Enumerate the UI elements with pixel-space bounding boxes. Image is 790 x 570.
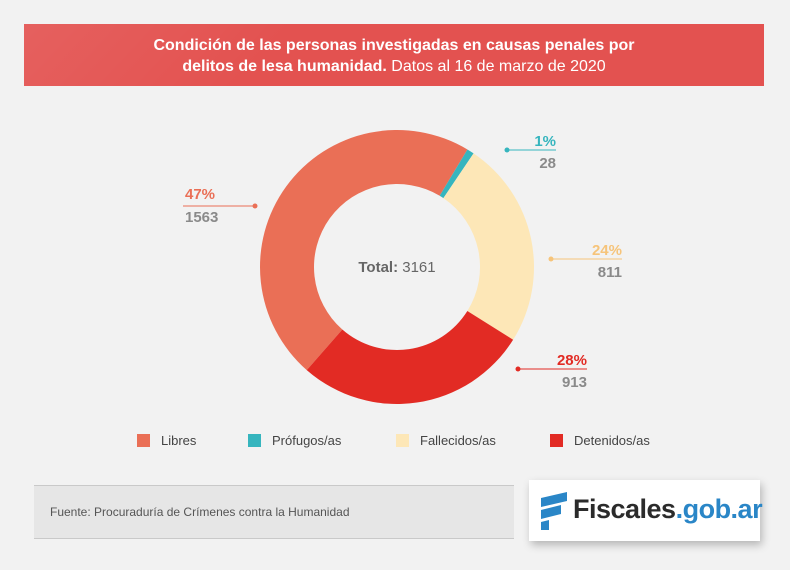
chart-title: Condición de las personas investigadas e… bbox=[24, 35, 764, 77]
value-label-detenidos: 913 bbox=[562, 374, 587, 391]
chart-legend: Libres Prófugos/as Fallecidos/as Detenid… bbox=[0, 433, 790, 453]
legend-item-detenidos: Detenidos/as bbox=[550, 433, 650, 448]
leader-dot-libres bbox=[252, 203, 258, 209]
source-text: Fuente: Procuraduría de Crímenes contra … bbox=[50, 505, 350, 519]
value-label-fallecidos: 811 bbox=[598, 264, 622, 281]
value-label-profugos: 28 bbox=[539, 155, 556, 172]
legend-swatch-profugos bbox=[248, 434, 261, 447]
legend-item-profugos: Prófugos/as bbox=[248, 433, 341, 448]
fiscales-logo: Fiscales.gob.ar bbox=[529, 480, 763, 541]
center-total-value: 3161 bbox=[402, 259, 435, 276]
legend-label-profugos: Prófugos/as bbox=[272, 433, 342, 448]
legend-swatch-detenidos bbox=[550, 434, 563, 447]
legend-item-libres: Libres bbox=[137, 433, 196, 448]
slice-fallecidos bbox=[443, 153, 534, 340]
center-total: Total: 3161 bbox=[358, 259, 435, 276]
fiscales-flag-icon bbox=[541, 492, 567, 530]
percent-label-detenidos: 28% bbox=[557, 352, 587, 369]
source-box: Fuente: Procuraduría de Crímenes contra … bbox=[34, 485, 514, 539]
leader-dot-detenidos bbox=[515, 366, 521, 372]
title-line1: Condición de las personas investigadas e… bbox=[153, 37, 635, 54]
legend-label-detenidos: Detenidos/as bbox=[574, 433, 650, 448]
legend-item-fallecidos: Fallecidos/as bbox=[396, 433, 496, 448]
legend-swatch-fallecidos bbox=[396, 434, 409, 447]
logo-text-gob-ar: .gob.ar bbox=[675, 494, 763, 524]
center-total-label: Total: bbox=[358, 259, 402, 276]
percent-label-profugos: 1% bbox=[534, 133, 556, 150]
leader-dot-profugos bbox=[504, 147, 510, 153]
legend-label-libres: Libres bbox=[161, 433, 197, 448]
donut-chart: Total: 3161 47% 1563 1% 28 24% 811 28% 913 bbox=[183, 129, 622, 405]
leader-dot-fallecidos bbox=[548, 256, 554, 262]
legend-swatch-libres bbox=[137, 434, 150, 447]
value-label-libres: 1563 bbox=[185, 209, 218, 226]
slice-libres bbox=[259, 129, 468, 371]
slice-profugos bbox=[439, 149, 474, 199]
legend-label-fallecidos: Fallecidos/as bbox=[420, 433, 496, 448]
logo-text-fiscales: Fiscales bbox=[573, 494, 676, 524]
percent-label-fallecidos: 24% bbox=[592, 242, 622, 259]
slice-detenidos bbox=[306, 311, 514, 405]
logo-wordmark: Fiscales.gob.ar bbox=[573, 494, 763, 525]
percent-label-libres: 47% bbox=[185, 186, 215, 203]
title-banner: Condición de las personas investigadas e… bbox=[24, 24, 764, 86]
title-line2-rest: Datos al 16 de marzo de 2020 bbox=[391, 58, 606, 75]
title-line2-bold: delitos de lesa humanidad. bbox=[182, 58, 387, 75]
